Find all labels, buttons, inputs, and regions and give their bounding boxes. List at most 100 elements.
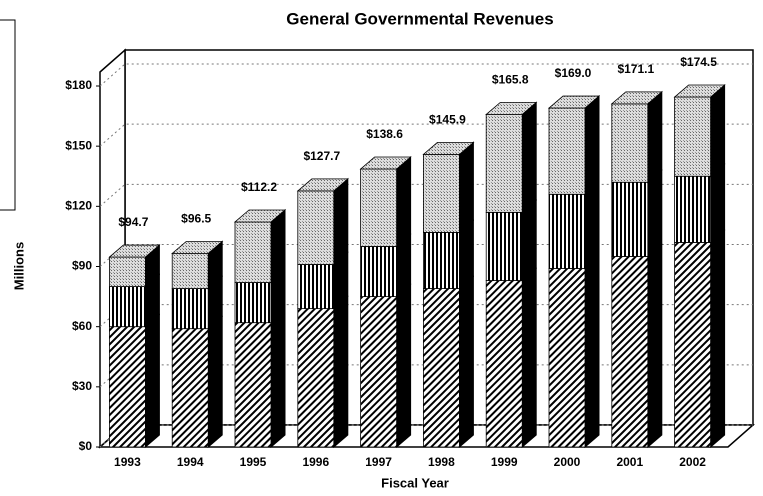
bar-top <box>233 209 287 223</box>
bar-side <box>647 169 663 258</box>
y-tick-label: $180 <box>65 78 92 92</box>
x-tick-label: 2000 <box>554 455 581 469</box>
grid-line <box>99 63 753 87</box>
bar-side <box>458 141 474 234</box>
total-label: $165.8 <box>492 73 529 87</box>
bar-top <box>610 91 663 105</box>
y-tick-label: $90 <box>72 259 92 273</box>
bar-segment <box>234 322 272 448</box>
bar-segment <box>422 232 460 289</box>
bar-top <box>485 102 538 115</box>
bar-side <box>710 163 726 244</box>
bar-top <box>673 84 726 98</box>
bar-segment <box>360 168 398 247</box>
bar-side <box>396 283 412 449</box>
total-label: $138.6 <box>366 127 403 141</box>
bar-side <box>584 94 600 196</box>
grid-line <box>99 364 753 388</box>
grid-line <box>99 183 753 207</box>
bar-top <box>547 95 601 109</box>
bar-segment <box>485 211 523 281</box>
bar-side <box>458 275 474 449</box>
x-tick-label: 1993 <box>114 455 141 469</box>
bar-side <box>584 181 600 270</box>
bar-top <box>108 244 161 258</box>
bar-segment <box>109 326 146 448</box>
bar-side <box>270 208 286 284</box>
chart-title: General Governmental Revenues <box>286 9 553 28</box>
bar-side <box>710 229 726 449</box>
grid-line <box>99 424 753 448</box>
bar-side <box>647 90 663 184</box>
bar-segment <box>674 96 711 177</box>
bar-segment <box>674 175 711 243</box>
x-tick-label: 1997 <box>365 455 392 469</box>
grid-line <box>99 244 753 267</box>
total-label: $171.1 <box>617 62 654 76</box>
x-tick-label: 1995 <box>240 455 267 469</box>
total-label: $94.7 <box>118 215 148 229</box>
bar-segment <box>234 221 272 283</box>
y-tick-label: $120 <box>65 199 92 213</box>
bar-side <box>333 295 349 449</box>
bar-segment <box>234 282 272 324</box>
bar-side <box>521 267 537 449</box>
bar-segment <box>360 246 398 297</box>
bar-segment <box>109 256 146 287</box>
bar-segment <box>548 193 586 269</box>
bar-segment <box>360 296 398 448</box>
bar-top <box>296 178 349 192</box>
y-axis-label: Millions <box>11 242 26 290</box>
bar-segment <box>548 268 586 448</box>
bar-segment <box>297 308 335 448</box>
bar-segment <box>171 253 209 289</box>
y-tick-label: $0 <box>79 439 93 453</box>
bar-segment <box>611 181 649 257</box>
bar-segment <box>171 288 209 330</box>
total-label: $127.7 <box>303 149 340 163</box>
bar-segment <box>674 242 711 448</box>
bar-side <box>144 313 160 449</box>
bar-side <box>207 315 223 449</box>
x-tick-label: 2001 <box>616 455 643 469</box>
x-tick-label: 2002 <box>679 455 706 469</box>
total-label: $169.0 <box>555 66 592 80</box>
bar-segment <box>109 286 146 328</box>
bar-top <box>359 156 412 170</box>
y-tick-label: $150 <box>65 138 92 152</box>
x-axis-label: Fiscal Year <box>381 475 449 490</box>
legend-box-fragment <box>0 19 16 211</box>
bar-side <box>710 83 726 178</box>
total-label: $145.9 <box>429 113 466 127</box>
bar-top <box>422 141 475 155</box>
bar-segment <box>297 264 335 310</box>
bar-side <box>521 101 537 214</box>
total-label: $174.5 <box>680 55 717 69</box>
bar-side <box>584 255 600 449</box>
grid-line <box>99 304 753 328</box>
y-tick-label: $60 <box>72 319 92 333</box>
grid-line <box>99 123 753 147</box>
bar-segment <box>422 288 460 448</box>
bar-side <box>647 243 663 449</box>
x-tick-label: 1994 <box>177 455 204 469</box>
bar-segment <box>171 328 209 448</box>
x-tick-label: 1996 <box>302 455 329 469</box>
bar-segment <box>422 153 460 233</box>
bar-side <box>333 177 349 266</box>
bar-segment <box>548 107 586 195</box>
bar-segment <box>611 103 649 183</box>
bar-side <box>521 199 537 282</box>
bar-top <box>171 241 224 254</box>
bar-segment <box>611 256 649 448</box>
bar-side <box>270 309 286 449</box>
total-label: $112.2 <box>241 180 277 194</box>
bar-segment <box>485 114 523 213</box>
bar-side <box>396 155 412 248</box>
x-tick-label: 1998 <box>428 455 455 469</box>
bar-segment <box>485 280 523 448</box>
y-tick-label: $30 <box>72 379 92 393</box>
x-tick-label: 1999 <box>491 455 518 469</box>
total-label: $96.5 <box>181 212 211 226</box>
